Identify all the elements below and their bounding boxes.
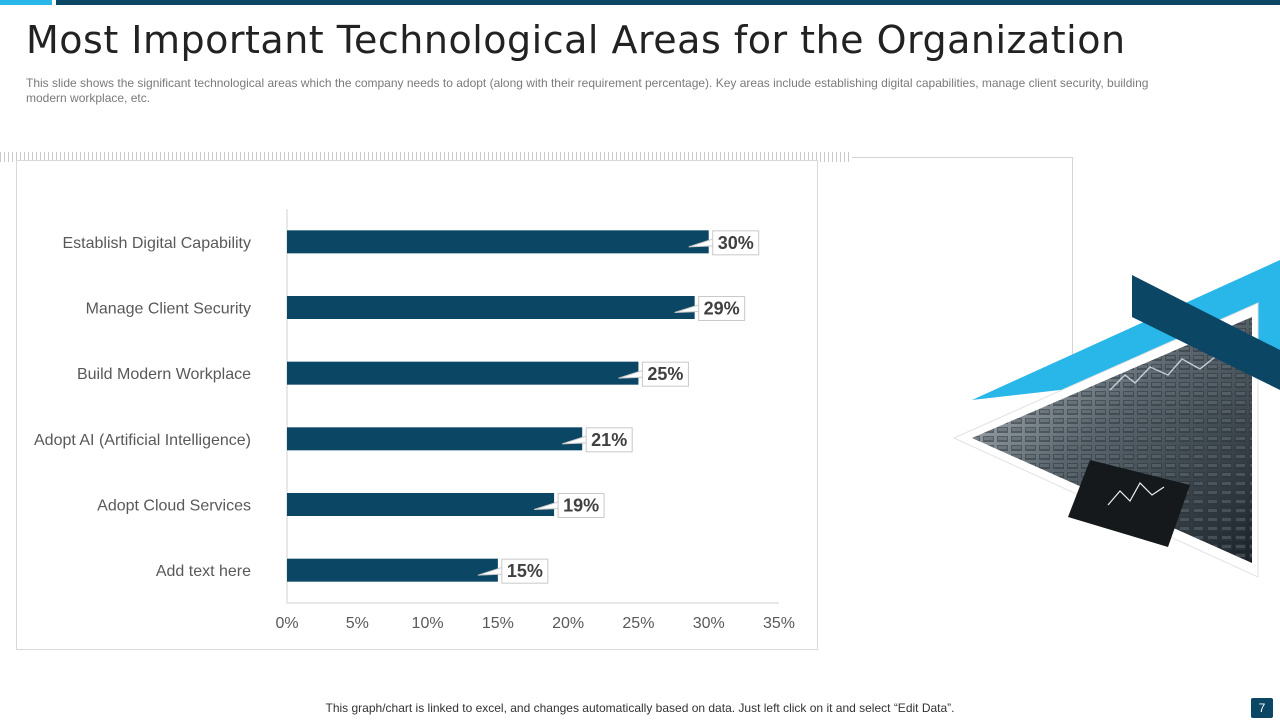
tablet-device xyxy=(1068,460,1190,547)
x-tick-label: 10% xyxy=(412,615,444,632)
data-label-box xyxy=(712,230,760,256)
bar xyxy=(287,361,639,385)
top-accent-bar xyxy=(0,0,52,5)
category-label: Adopt Cloud Services xyxy=(97,498,251,515)
x-tick-label: 20% xyxy=(552,615,584,632)
x-tick-label: 5% xyxy=(346,615,369,632)
footer-note: This graph/chart is linked to excel, and… xyxy=(325,701,955,715)
bar-chart-container[interactable]: 0% 5% 10% 15% 20% 25% 30% 35% Establish Digital … xyxy=(16,160,818,650)
data-label: 15% xyxy=(507,561,543,581)
bar xyxy=(287,427,583,451)
data-label: 25% xyxy=(647,364,683,384)
bar-chart[interactable]: 0% 5% 10% 15% 20% 25% 30% 35% Establish Digital … xyxy=(17,161,817,649)
x-tick-label: 30% xyxy=(693,615,725,632)
data-label-box xyxy=(557,493,605,518)
category-label: Build Modern Workplace xyxy=(77,366,251,383)
data-label: 30% xyxy=(718,233,754,253)
bar xyxy=(287,230,709,254)
bar xyxy=(287,558,498,582)
data-label: 21% xyxy=(591,430,627,450)
top-header-bar xyxy=(56,0,1280,5)
data-label-box xyxy=(585,427,633,453)
decorative-hatch-strip xyxy=(0,152,852,162)
category-label: Establish Digital Capability xyxy=(62,235,251,252)
chart-line-graphic xyxy=(1109,352,1241,391)
bar xyxy=(287,493,555,516)
bar xyxy=(287,296,695,319)
x-tick-label: 25% xyxy=(622,615,654,632)
data-label-box xyxy=(698,296,746,321)
x-tick-label: 15% xyxy=(482,615,514,632)
decorative-frame-line xyxy=(852,157,1073,158)
decorative-frame-vertical-line xyxy=(1072,157,1073,357)
data-label-box xyxy=(501,558,549,584)
data-label: 29% xyxy=(704,299,740,319)
page-number-badge: 7 xyxy=(1251,698,1273,718)
tablet-chart-graphic xyxy=(1107,482,1165,506)
category-label: Manage Client Security xyxy=(86,301,251,318)
technology-image-triangle xyxy=(952,260,1280,578)
slide-title: Most Important Technological Areas for t… xyxy=(26,18,1126,62)
x-tick-label: 35% xyxy=(763,615,795,632)
x-tick-label: 0% xyxy=(275,615,298,632)
data-label: 19% xyxy=(563,496,599,516)
dark-blue-accent-shape xyxy=(1132,275,1280,390)
category-label: Adopt AI (Artificial Intelligence) xyxy=(34,432,251,449)
data-label-box xyxy=(641,361,689,387)
category-label: Add text here xyxy=(156,563,251,580)
slide-subtitle: This slide shows the significant technol… xyxy=(26,76,1149,105)
